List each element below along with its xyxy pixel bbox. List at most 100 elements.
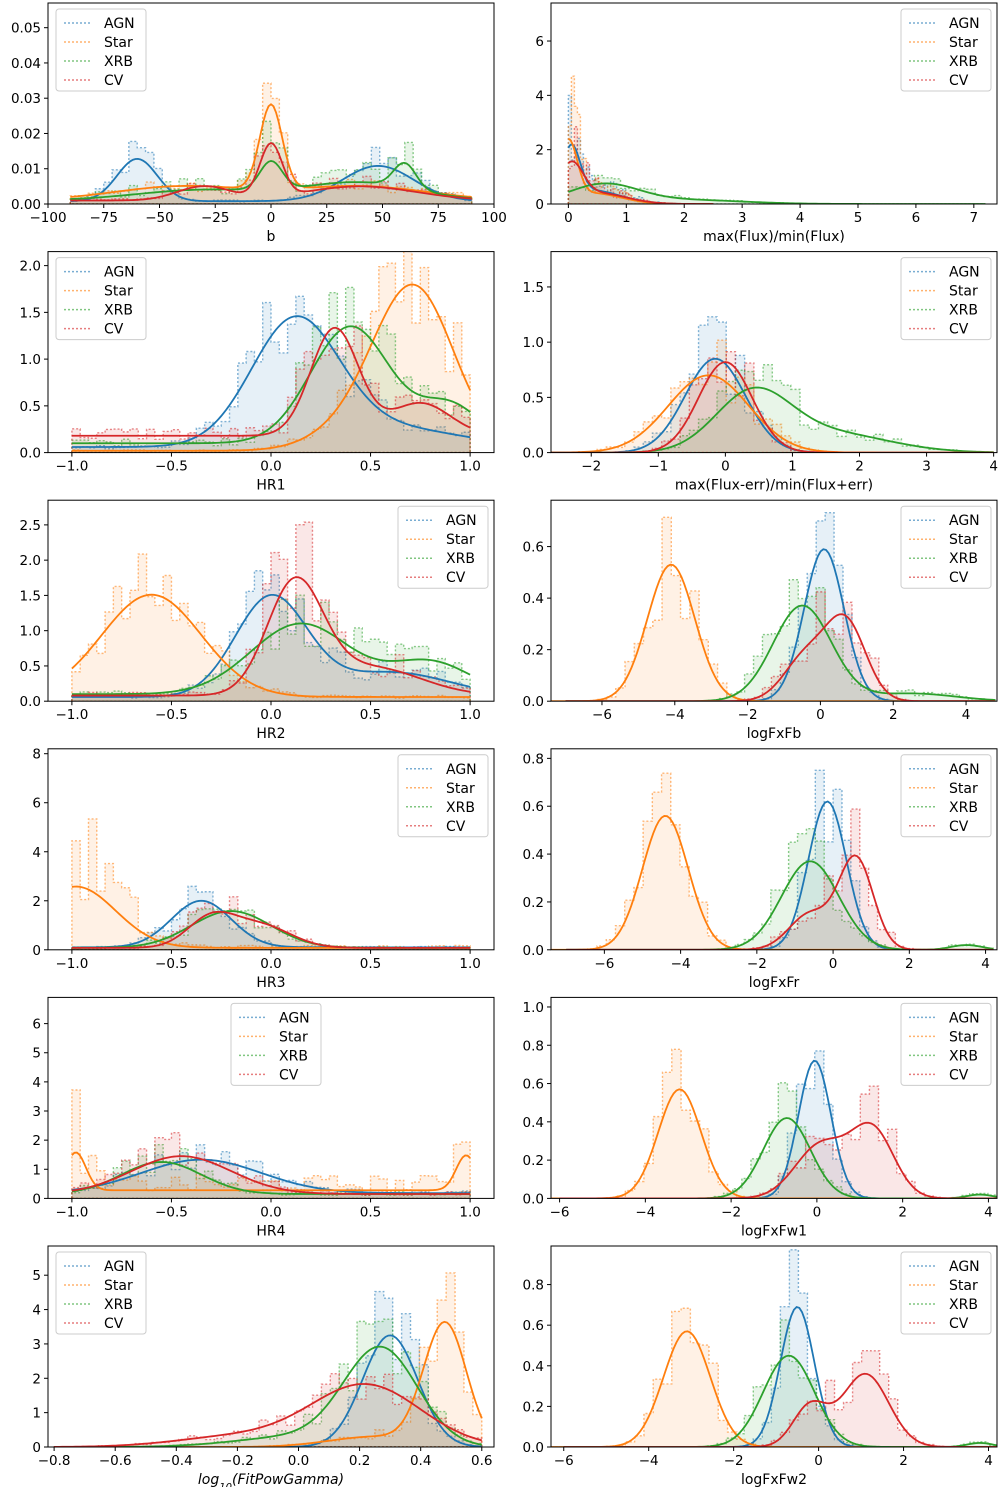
x-tick-label: 0 (813, 1204, 822, 1220)
legend-label-cv: CV (104, 73, 124, 89)
x-tick-label: −2 (581, 459, 601, 475)
x-tick-label: −1.0 (56, 1204, 89, 1220)
legend-label-star: Star (446, 532, 475, 548)
kde-line-star (71, 593, 471, 698)
y-tick-label: 0.02 (11, 126, 41, 142)
y-tick-label: 0.0 (523, 446, 544, 462)
y-tick-label: 4 (32, 845, 41, 861)
legend: AGN Star XRB CV (230, 1002, 322, 1086)
legend-label-agn: AGN (104, 16, 135, 32)
axes-frame (550, 2, 998, 205)
subplot-1: −100 −75 −50 −25 0 25 50 75 100 0.00 0.01 0.02 0.03 0… (11, 2, 507, 245)
legend-label-star: Star (446, 781, 475, 797)
legend-label-xrb: XRB (104, 1297, 133, 1313)
legend-box (55, 1251, 147, 1335)
y-tick-label: 0.5 (20, 659, 41, 675)
plot-area (71, 1089, 471, 1199)
y-tick-label: 0 (32, 1440, 41, 1456)
x-tick-label: 2 (905, 956, 914, 972)
legend-label-agn: AGN (104, 265, 135, 281)
x-tick-label: 1.0 (459, 707, 480, 723)
y-tick-label: 2.0 (20, 553, 41, 569)
legend: AGN Star XRB CV (900, 754, 992, 838)
kde-line-star (54, 1320, 483, 1447)
y-tick-label: 1 (32, 1406, 41, 1422)
x-tick-label: −1.0 (56, 707, 89, 723)
y-tick-label: 0.8 (523, 751, 544, 767)
plot-area (69, 82, 473, 204)
y-tick-label: 6 (535, 34, 544, 50)
x-tick-label: −0.6 (99, 1453, 132, 1469)
x-axis-label: HR3 (256, 975, 285, 991)
kde-line-agn (71, 315, 471, 448)
y-tick-label: 0.6 (523, 1077, 544, 1093)
y-tick-label: 2.5 (20, 518, 41, 534)
y-tick-label: 8 (32, 747, 41, 763)
x-tick-label: 0.0 (260, 707, 281, 723)
legend-label-cv: CV (949, 322, 969, 338)
plot-area (71, 818, 471, 950)
y-tick-label: 0.6 (523, 799, 544, 815)
y-tick-label: 0.0 (523, 943, 544, 959)
x-tick-label: −0.8 (38, 1453, 71, 1469)
y-tick-label: 0.4 (523, 1359, 544, 1375)
x-tick-label: 0.0 (260, 1204, 281, 1220)
legend: AGN Star XRB CV (397, 754, 489, 838)
x-tick-label: 0.0 (288, 1453, 309, 1469)
kde-line-star (70, 103, 472, 198)
y-tick-label: 1.0 (20, 352, 41, 368)
x-tick-label: −50 (145, 210, 174, 226)
y-tick-label: 1 (32, 1162, 41, 1178)
y-tick-label: 0.8 (523, 1278, 544, 1294)
x-tick-label: 0.0 (260, 956, 281, 972)
x-tick-label: −25 (201, 210, 230, 226)
x-tick-label: 0 (721, 459, 730, 475)
x-tick-label: −0.5 (155, 1204, 188, 1220)
x-axis-label: logFxFr (749, 975, 800, 991)
subplot-12: −6 −4 −2 0 2 4 0.0 0.2 0.4 0.6 0.8 logFxFw2 AGN Star X… (523, 1245, 998, 1487)
subplot-11: −0.8 −0.6 −0.4 −0.2 0.0 0.2 0.4 0.6 0 1 2 3 4 5 log10(… (32, 1245, 495, 1487)
y-tick-label: 0.01 (11, 162, 41, 178)
legend-box (397, 754, 489, 838)
subplot-10: −6 −4 −2 0 2 4 0.0 0.2 0.4 0.6 0.8 1.0 logFxFw1 AGN St… (523, 996, 998, 1239)
x-tick-label: 2 (855, 459, 864, 475)
y-tick-label: 0.8 (523, 1038, 544, 1054)
kde-line-cv (71, 910, 471, 949)
y-tick-label: 0.0 (523, 694, 544, 710)
legend-label-star: Star (279, 1029, 308, 1045)
legend-label-agn: AGN (949, 513, 980, 529)
histogram-xrb (551, 364, 995, 453)
legend-label-xrb: XRB (949, 551, 978, 567)
y-tick-label: 3 (32, 1337, 41, 1353)
legend-box (900, 1251, 992, 1335)
legend-label-agn: AGN (446, 513, 477, 529)
y-tick-label: 2 (535, 143, 544, 159)
y-tick-label: 2 (32, 1133, 41, 1149)
x-tick-label: 50 (374, 210, 391, 226)
legend-label-agn: AGN (949, 1010, 980, 1026)
legend-label-xrb: XRB (446, 800, 475, 816)
legend-label-xrb: XRB (104, 303, 133, 319)
legend-label-xrb: XRB (446, 551, 475, 567)
histogram-agn (566, 769, 994, 950)
x-tick-label: 2 (899, 1453, 908, 1469)
subplot-6: −6 −4 −2 0 2 4 0.0 0.2 0.4 0.6 logFxFb AGN Star XRB CV (523, 499, 998, 742)
y-tick-label: 0.2 (523, 643, 544, 659)
kde-line-cv (563, 1372, 997, 1447)
x-tick-label: −100 (29, 210, 66, 226)
x-tick-label: −4 (639, 1453, 659, 1469)
histogram-star (71, 818, 471, 950)
legend-label-cv: CV (949, 73, 969, 89)
legend-label-cv: CV (949, 570, 969, 586)
y-tick-label: 6 (32, 1017, 41, 1033)
x-axis-label: max(Flux-err)/min(Flux+err) (675, 478, 873, 494)
legend: AGN Star XRB CV (900, 257, 992, 341)
y-tick-label: 5 (32, 1046, 41, 1062)
x-tick-label: 1 (788, 459, 797, 475)
y-tick-label: 4 (32, 1303, 41, 1319)
legend-box (55, 8, 147, 92)
x-tick-label: −6 (550, 1204, 570, 1220)
y-tick-label: 0 (32, 1191, 41, 1207)
legend: AGN Star XRB CV (55, 8, 147, 92)
